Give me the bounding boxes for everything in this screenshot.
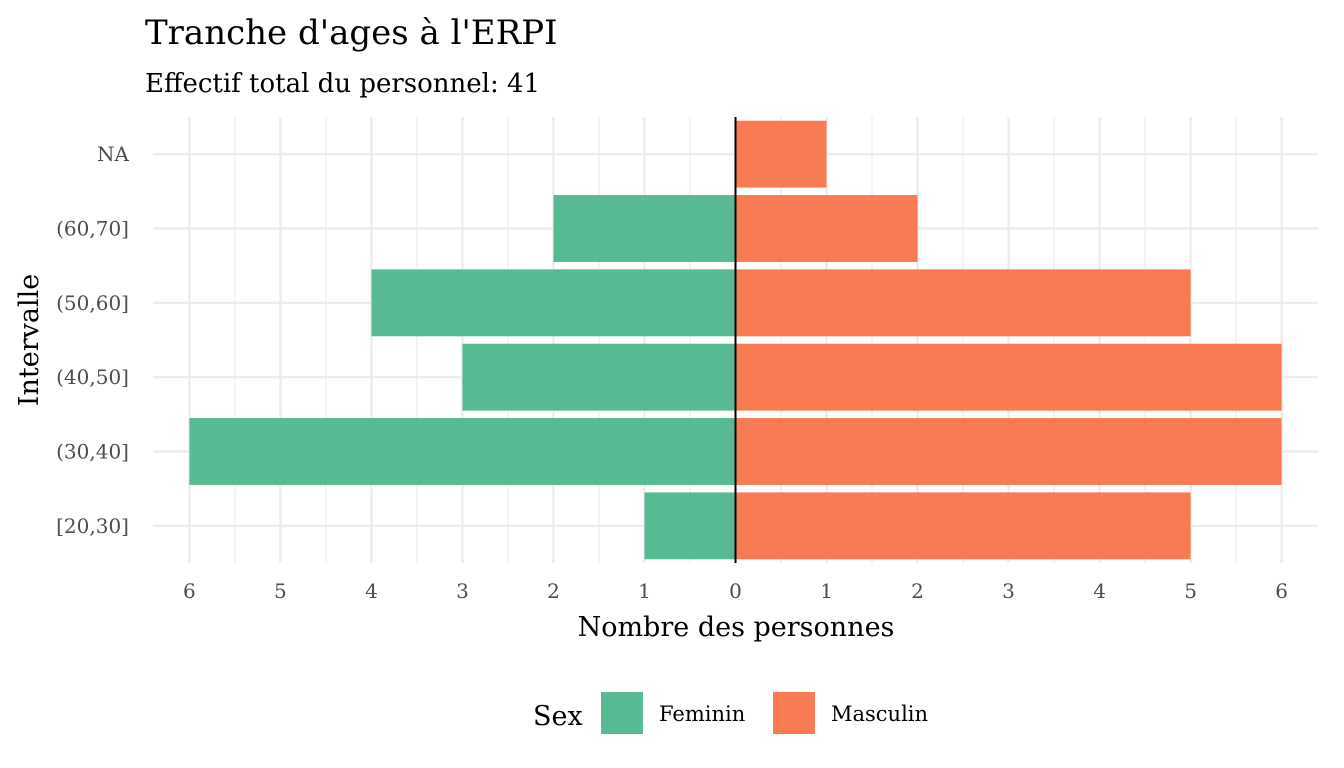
x-tick-label: 3 (1002, 579, 1015, 603)
x-tick-label: 4 (365, 579, 378, 603)
legend-label-masculin: Masculin (831, 702, 928, 726)
bar-masculin (735, 195, 918, 262)
y-tick-label: (50,60] (56, 291, 129, 315)
bar-masculin (735, 343, 1282, 411)
chart-subtitle: Effectif total du personnel: 41 (145, 69, 540, 99)
x-tick-label: 2 (547, 579, 560, 603)
x-tick-label: 6 (1275, 579, 1288, 603)
legend-label-feminin: Feminin (659, 702, 745, 726)
y-tick-label: [20,30] (56, 514, 129, 538)
legend-title: Sex (533, 701, 583, 732)
bars (189, 120, 1282, 560)
bar-masculin (735, 418, 1282, 485)
bar-feminin (462, 343, 736, 411)
legend-key-feminin (601, 692, 643, 734)
y-tick-labels: [20,30] (30,40] (40,50] (50,60] (60,70] NA (56, 142, 129, 538)
x-tick-labels: 6 5 4 3 2 1 0 1 2 3 4 5 6 (183, 579, 1288, 603)
x-tick-label: 5 (274, 579, 287, 603)
bar-masculin (735, 269, 1191, 337)
y-tick-label: NA (97, 142, 130, 166)
x-tick-label: 1 (638, 579, 651, 603)
chart-title: Tranche d'ages à l'ERPI (145, 13, 558, 53)
bar-masculin (735, 492, 1191, 560)
x-tick-label: 5 (1184, 579, 1197, 603)
bar-feminin (189, 418, 736, 485)
x-tick-label: 4 (1093, 579, 1106, 603)
y-tick-label: (60,70] (56, 217, 129, 241)
x-tick-label: 6 (183, 579, 196, 603)
legend: Sex Feminin Masculin (533, 692, 928, 734)
bar-feminin (553, 195, 736, 262)
x-axis-title: Nombre des personnes (578, 612, 895, 643)
x-tick-label: 3 (456, 579, 469, 603)
y-axis-title: Intervalle (14, 274, 45, 406)
legend-key-masculin (773, 692, 815, 734)
bar-masculin (735, 120, 827, 188)
y-tick-label: (40,50] (56, 365, 129, 389)
x-tick-label: 1 (820, 579, 833, 603)
x-tick-label: 2 (911, 579, 924, 603)
y-tick-label: (30,40] (56, 440, 129, 464)
bar-feminin (371, 269, 736, 337)
x-tick-label: 0 (729, 579, 742, 603)
bar-feminin (644, 492, 736, 560)
